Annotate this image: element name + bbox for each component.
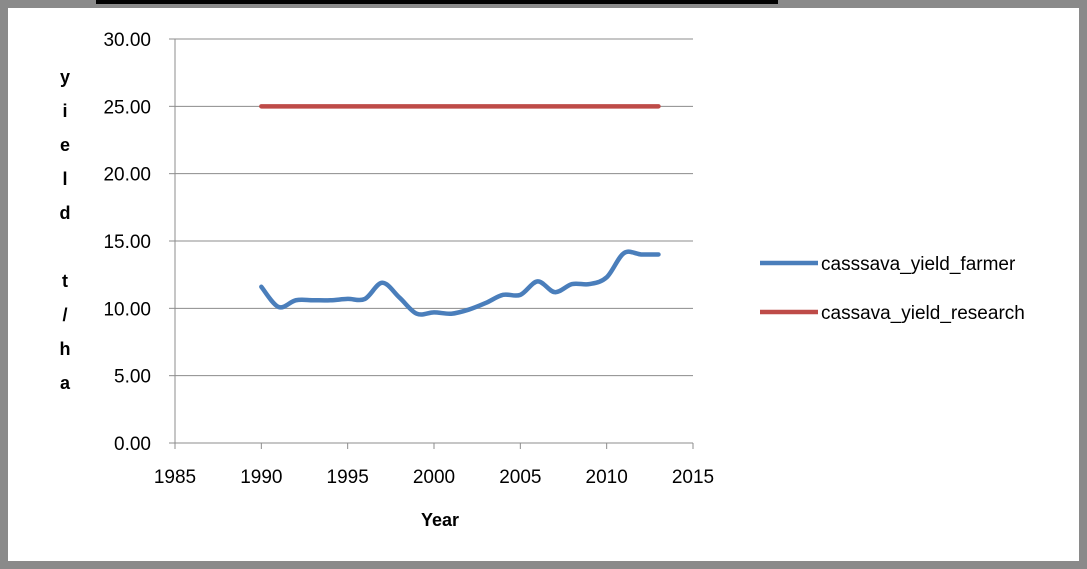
series-lines [259,104,661,317]
x-tick-label: 1985 [154,467,196,488]
y-axis-label-char: y [60,67,70,87]
y-tick-label: 20.00 [103,165,151,186]
axes [174,39,693,444]
y-axis-label-char: t [62,271,68,291]
y-axis-label-char: l [62,169,67,189]
legend: casssava_yield_farmer cassava_yield_resea… [760,254,1025,324]
y-tick-label: 10.00 [103,299,151,320]
x-tick-label: 2000 [413,467,455,488]
y-axis-label-char: d [60,203,71,223]
y-axis-label-char: h [60,339,71,359]
x-tick-label: 2010 [586,467,628,488]
y-tick-labels: 0.00 5.00 10.00 15.00 20.00 25.00 30.00 [103,30,151,455]
gridlines [169,38,693,444]
y-tick-label: 25.00 [103,97,151,118]
legend-label-2: cassava_yield_research [821,303,1025,324]
y-tick-label: 30.00 [103,30,151,51]
x-tick-label: 2005 [499,467,541,488]
x-tick-label: 2015 [672,467,714,488]
x-tick-labels: 1985 1990 1995 2000 2005 2010 2015 [154,443,714,488]
y-tick-label: 15.00 [103,232,151,253]
y-axis-label-char: e [60,135,70,155]
y-axis-label: yield t / ha [60,67,71,393]
y-axis-label-char: i [62,101,67,121]
legend-label-1: casssava_yield_farmer [821,254,1016,275]
x-axis-label: Year [421,510,459,530]
y-tick-label: 0.00 [114,434,151,455]
y-axis-label-char: a [60,373,71,393]
x-tick-label: 1990 [240,467,282,488]
y-tick-label: 5.00 [114,367,151,388]
x-tick-label: 1995 [327,467,369,488]
y-axis-label-char: / [62,305,67,325]
top-border-line [96,0,778,4]
series-line-1 [259,249,661,317]
